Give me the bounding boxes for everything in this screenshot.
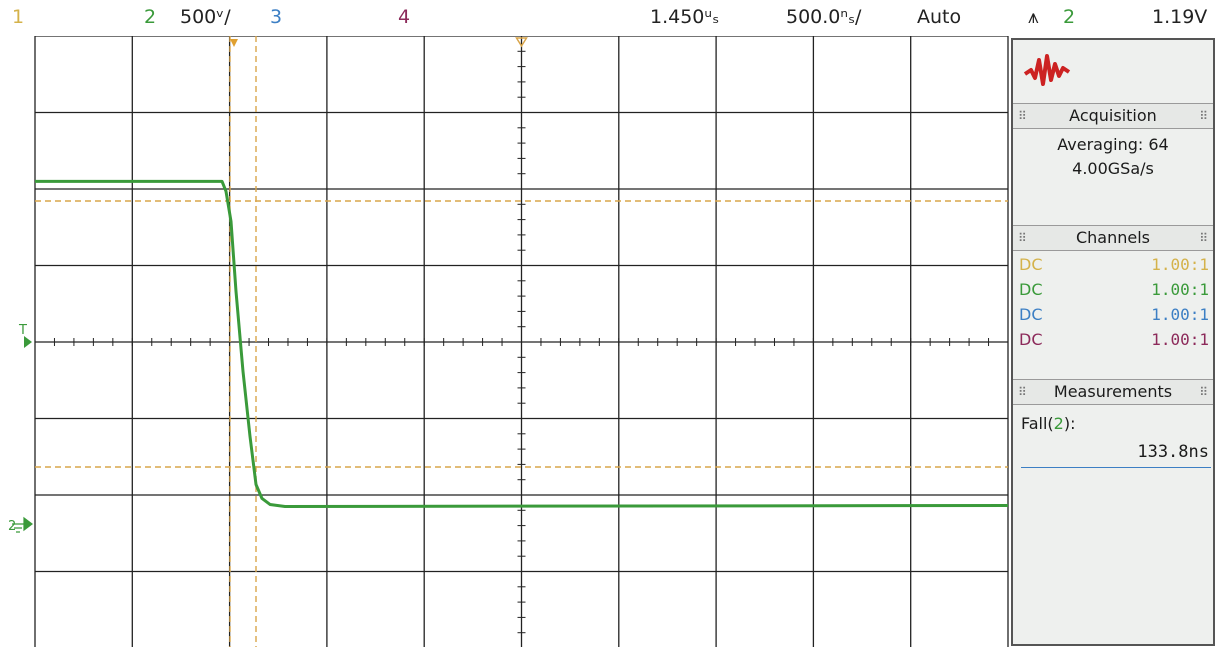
sample-rate: 4.00GSa/s	[1072, 159, 1154, 178]
channel-row-4[interactable]: DC 1.00:1	[1019, 330, 1209, 352]
trigger-level-label: T	[18, 323, 27, 338]
probe-ratio: 1.00:1	[1151, 280, 1209, 299]
probe-ratio: 1.00:1	[1151, 330, 1209, 349]
trigger-channel[interactable]: 2	[1063, 6, 1076, 28]
trigger-position-marker[interactable]	[230, 39, 238, 47]
channel-coupling: DC	[1019, 280, 1043, 299]
measurement-divider	[1021, 467, 1211, 468]
channel-row-2[interactable]: DC 1.00:1	[1019, 280, 1209, 302]
status-bar: 1 2 500ᵛ/ 3 4 1.450ᵘₛ 500.0ⁿₛ/ Auto ⩚ 2 …	[0, 0, 1217, 36]
channels-title: Channels	[1075, 228, 1151, 247]
info-panel: ⠿ Acquisition ⠿ Averaging: 64 4.00GSa/s …	[1011, 38, 1215, 646]
channel-coupling: DC	[1019, 330, 1043, 349]
channel-2-label[interactable]: 2	[144, 6, 157, 28]
measurements-title: Measurements	[1053, 382, 1173, 401]
measurement-type: Fall(	[1021, 414, 1054, 433]
drag-handle-icon[interactable]: ⠿	[1199, 109, 1208, 123]
center-axis-ticks	[34, 36, 1009, 634]
drag-handle-icon[interactable]: ⠿	[1199, 385, 1208, 399]
drag-handle-icon[interactable]: ⠿	[1018, 231, 1027, 245]
waveform-display[interactable]: T 2	[0, 36, 1010, 647]
measurements-header[interactable]: ⠿ Measurements ⠿	[1013, 379, 1213, 405]
measurement-name[interactable]: Fall(2):	[1021, 414, 1076, 433]
drag-handle-icon[interactable]: ⠿	[1199, 231, 1208, 245]
channel-4-label[interactable]: 4	[398, 6, 411, 28]
channel-coupling: DC	[1019, 305, 1043, 324]
trigger-edge-icon[interactable]: ⩚	[1028, 6, 1039, 28]
probe-ratio: 1.00:1	[1151, 305, 1209, 324]
channels-header[interactable]: ⠿ Channels ⠿	[1013, 225, 1213, 251]
channel-row-1[interactable]: DC 1.00:1	[1019, 255, 1209, 277]
acquisition-header[interactable]: ⠿ Acquisition ⠿	[1013, 103, 1213, 129]
measurement-value: 133.8ns	[1137, 442, 1209, 462]
time-reference-marker	[515, 37, 528, 48]
channel-3-label[interactable]: 3	[270, 6, 283, 28]
channel-row-3[interactable]: DC 1.00:1	[1019, 305, 1209, 327]
waveform-logo-icon	[1023, 54, 1071, 86]
channel-1-label[interactable]: 1	[12, 6, 25, 28]
channel-2-trace	[35, 179, 1009, 508]
drag-handle-icon[interactable]: ⠿	[1018, 385, 1027, 399]
drag-handle-icon[interactable]: ⠿	[1018, 109, 1027, 123]
channel-coupling: DC	[1019, 255, 1043, 274]
acquisition-mode: Averaging: 64	[1057, 135, 1169, 154]
measurement-type-close: ):	[1063, 414, 1076, 433]
ground-marker-icon[interactable]	[12, 516, 33, 533]
time-scale[interactable]: 500.0ⁿₛ/	[786, 6, 862, 28]
trigger-level[interactable]: 1.19V	[1152, 6, 1208, 28]
acquisition-title: Acquisition	[1069, 106, 1157, 125]
trigger-level-marker[interactable]	[24, 336, 32, 348]
channel-2-scale[interactable]: 500ᵛ/	[180, 6, 231, 28]
trigger-mode[interactable]: Auto	[917, 6, 962, 28]
ground-marker-label: 2	[8, 519, 16, 534]
time-delay[interactable]: 1.450ᵘₛ	[650, 6, 720, 28]
probe-ratio: 1.00:1	[1151, 255, 1209, 274]
measurement-channel: 2	[1053, 414, 1064, 433]
